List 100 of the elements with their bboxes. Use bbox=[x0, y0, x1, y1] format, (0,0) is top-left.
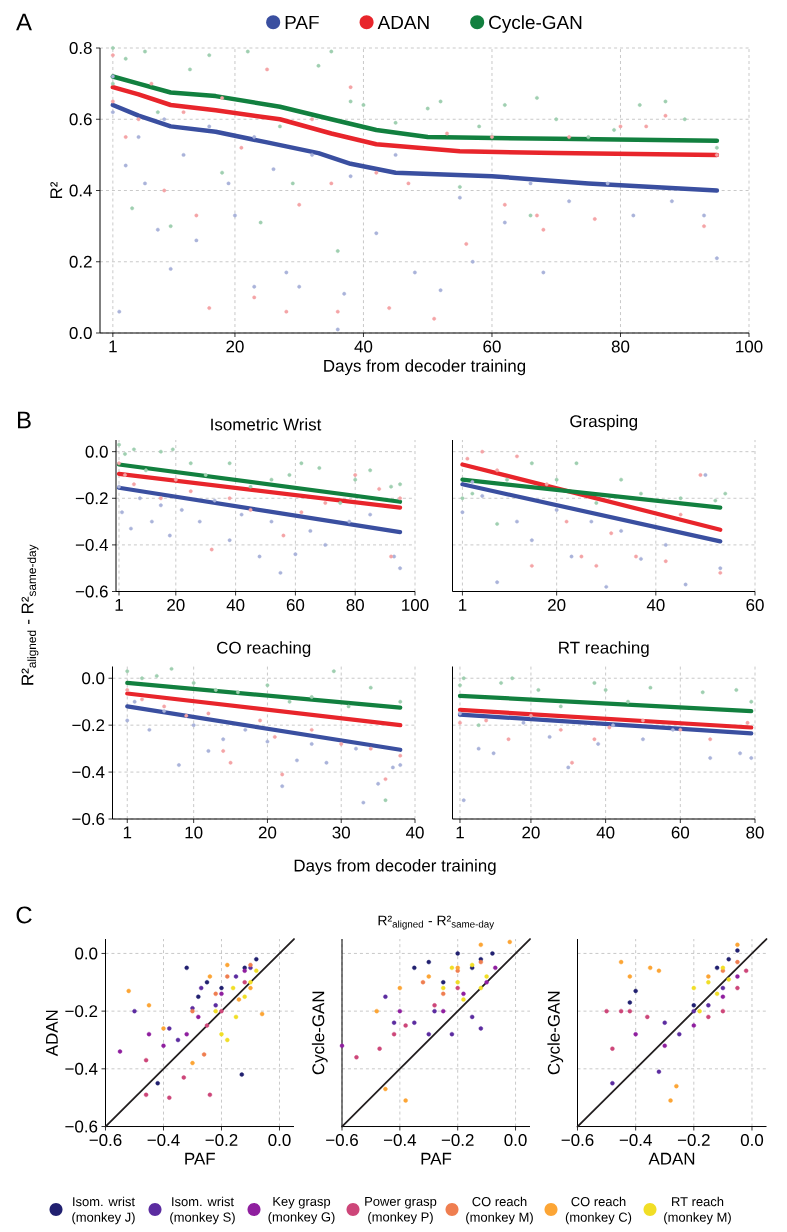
point bbox=[242, 980, 247, 985]
point bbox=[698, 473, 703, 477]
point bbox=[554, 508, 559, 512]
point bbox=[735, 985, 740, 991]
x-tick-label: 20 bbox=[548, 599, 566, 612]
point bbox=[656, 968, 662, 973]
point bbox=[132, 482, 136, 487]
point bbox=[123, 452, 127, 456]
point bbox=[455, 985, 460, 991]
point bbox=[604, 1008, 609, 1014]
point bbox=[203, 473, 208, 477]
y-tick-label: 0.0 bbox=[85, 445, 108, 458]
point bbox=[398, 699, 403, 704]
point bbox=[713, 498, 718, 503]
point bbox=[441, 980, 446, 985]
x-tick-label: −0.4 bbox=[619, 1134, 652, 1147]
chart-title: Grasping bbox=[570, 414, 638, 431]
point bbox=[541, 270, 546, 275]
point bbox=[167, 1026, 172, 1031]
point bbox=[242, 994, 247, 999]
point bbox=[143, 1092, 149, 1097]
chart-title: R²$_{aligned}$ - R²$_{same-day}$ bbox=[378, 915, 495, 930]
point bbox=[426, 959, 431, 965]
point bbox=[478, 942, 484, 947]
point bbox=[743, 968, 749, 973]
y-tick-label: 0.6 bbox=[69, 113, 92, 126]
point bbox=[541, 227, 546, 232]
x-tick-label: 30 bbox=[332, 826, 350, 839]
point bbox=[610, 1081, 615, 1086]
point bbox=[265, 683, 270, 688]
point bbox=[184, 1032, 189, 1037]
point bbox=[648, 685, 653, 690]
y-tick-label: −0.4 bbox=[75, 538, 108, 551]
x-tick-label: 100 bbox=[736, 340, 763, 353]
point bbox=[398, 496, 402, 501]
point bbox=[252, 284, 257, 289]
point bbox=[656, 1069, 662, 1074]
point bbox=[460, 496, 465, 501]
point bbox=[589, 519, 594, 524]
point bbox=[329, 181, 334, 186]
x-axis-title: Days from decoder training bbox=[294, 859, 496, 875]
point bbox=[259, 1011, 265, 1017]
x-axis-title: Days from decoder training bbox=[324, 359, 526, 376]
x-tick-label: 0.0 bbox=[504, 1134, 527, 1147]
point bbox=[691, 985, 697, 991]
point bbox=[239, 512, 244, 517]
y-axis-title: ADAN bbox=[46, 1010, 58, 1057]
point bbox=[220, 170, 224, 175]
y-tick-label: 0.0 bbox=[69, 327, 92, 340]
point bbox=[147, 727, 152, 732]
x-tick-label: 80 bbox=[746, 826, 764, 839]
point bbox=[398, 753, 403, 758]
point bbox=[554, 117, 559, 122]
point bbox=[162, 709, 167, 713]
point bbox=[626, 699, 630, 704]
y-tick-label: −0.2 bbox=[75, 492, 108, 505]
point bbox=[515, 454, 519, 459]
point bbox=[225, 1037, 230, 1043]
point bbox=[507, 939, 512, 945]
point bbox=[228, 760, 233, 765]
point bbox=[155, 227, 160, 232]
point bbox=[432, 1008, 437, 1014]
x-tick-label: −0.2 bbox=[205, 1134, 238, 1147]
point bbox=[348, 99, 353, 104]
point bbox=[449, 1032, 455, 1037]
point bbox=[361, 800, 366, 805]
point bbox=[611, 723, 615, 728]
point bbox=[484, 974, 489, 979]
point bbox=[221, 737, 226, 742]
point bbox=[491, 751, 496, 756]
point bbox=[458, 711, 462, 716]
y-tick-label: 0.2 bbox=[69, 255, 92, 268]
point bbox=[502, 202, 507, 207]
point bbox=[726, 957, 731, 962]
point bbox=[194, 238, 199, 243]
legend-label: CO reach (monkey M) bbox=[466, 1196, 533, 1225]
point bbox=[457, 185, 462, 189]
point bbox=[631, 213, 636, 218]
point bbox=[248, 484, 253, 489]
point bbox=[143, 49, 147, 54]
point bbox=[619, 529, 624, 533]
point bbox=[663, 99, 668, 104]
chart-title: CO reaching bbox=[217, 641, 311, 658]
point bbox=[464, 242, 469, 246]
point bbox=[125, 669, 130, 674]
point bbox=[236, 997, 242, 1002]
point bbox=[173, 477, 178, 482]
point bbox=[299, 510, 304, 515]
point bbox=[368, 685, 373, 690]
point bbox=[149, 519, 154, 524]
point bbox=[670, 727, 675, 732]
point bbox=[243, 727, 248, 732]
point bbox=[348, 85, 353, 90]
point bbox=[233, 213, 237, 218]
point bbox=[609, 531, 614, 536]
point bbox=[627, 1000, 633, 1005]
point bbox=[227, 461, 232, 466]
point bbox=[197, 519, 202, 524]
point bbox=[604, 584, 609, 589]
point bbox=[426, 1032, 431, 1037]
